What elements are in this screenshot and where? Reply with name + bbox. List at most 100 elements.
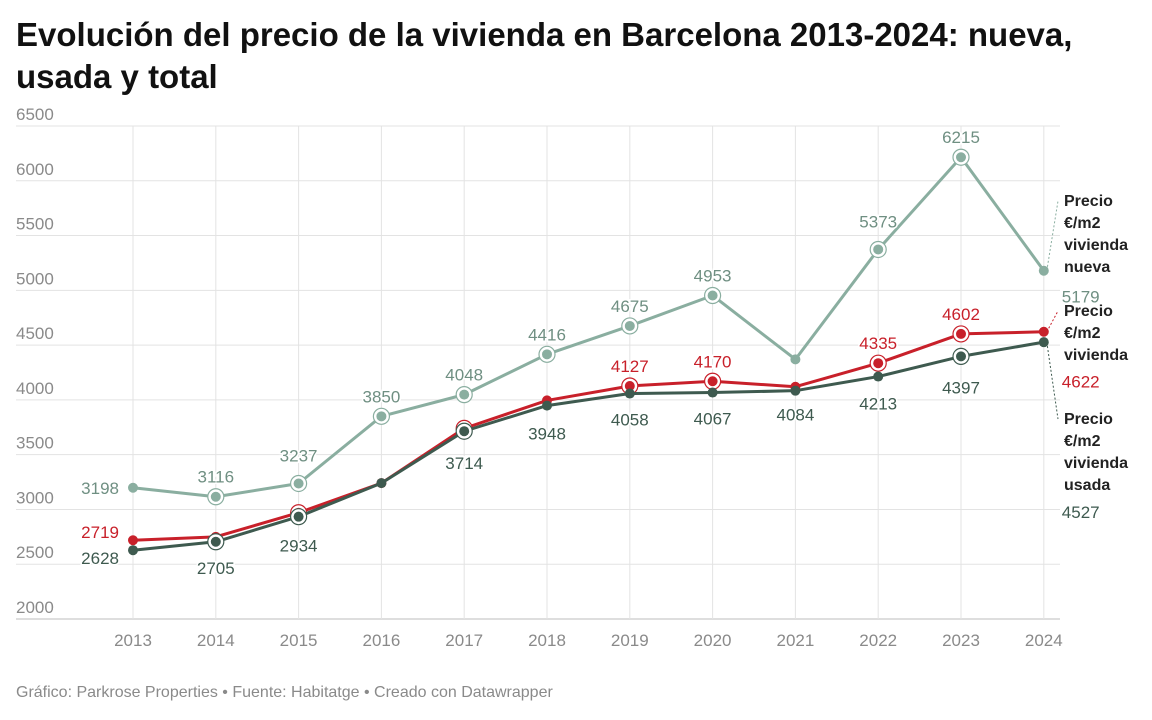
data-label: 3116 [198, 468, 235, 487]
y-tick-label: 6000 [16, 160, 54, 179]
x-tick-label: 2017 [445, 631, 483, 650]
data-point [707, 387, 718, 398]
series-label: nueva [1064, 259, 1110, 276]
data-point [956, 152, 966, 163]
x-tick-label: 2022 [859, 631, 897, 650]
data-label: 3714 [445, 454, 483, 473]
series-line [132, 330, 1044, 542]
series-label: Precio [1064, 193, 1113, 210]
series-label: €/m2 [1064, 433, 1101, 450]
data-label: 4067 [694, 410, 732, 429]
data-point [873, 358, 884, 369]
data-label: 2705 [197, 559, 235, 578]
data-label: 4335 [859, 334, 897, 353]
data-label: 4213 [859, 395, 897, 414]
data-point [376, 411, 387, 422]
data-label: 4416 [528, 325, 566, 344]
y-tick-label: 5000 [16, 269, 54, 288]
data-label: 3850 [362, 387, 400, 406]
data-point [542, 400, 552, 411]
label-connector [1046, 310, 1059, 332]
label-connector [1046, 342, 1059, 420]
data-label: 6215 [942, 128, 980, 147]
data-label: 4675 [611, 297, 649, 316]
data-point [1038, 265, 1049, 276]
data-point [293, 511, 304, 522]
x-tick-label: 2019 [611, 631, 649, 650]
x-tick-label: 2015 [280, 631, 318, 650]
x-tick-label: 2020 [694, 631, 732, 650]
series-label: vivienda [1064, 347, 1128, 364]
data-label: 5373 [859, 212, 897, 231]
data-label: 2719 [81, 523, 119, 542]
series-label: €/m2 [1064, 325, 1101, 342]
data-point [210, 536, 221, 547]
data-point [1038, 326, 1049, 337]
data-point [873, 244, 884, 255]
data-label: 4602 [942, 305, 980, 324]
data-point [210, 491, 221, 502]
x-tick-label: 2018 [528, 631, 566, 650]
data-point [624, 320, 635, 331]
y-tick-label: 6500 [16, 105, 54, 124]
y-tick-label: 3000 [16, 488, 54, 507]
x-tick-label: 2024 [1025, 631, 1063, 650]
data-label: 3237 [280, 446, 318, 465]
data-point [376, 478, 387, 489]
data-labels: 3198 3116 3237 3850 4048 4416 4675 4953 5373 6215… [80, 127, 1101, 580]
data-point [128, 482, 138, 493]
data-label: 4058 [611, 411, 649, 430]
data-point [790, 354, 801, 365]
data-label: 3948 [528, 425, 566, 444]
data-point [956, 351, 966, 362]
data-point [1038, 337, 1049, 348]
series-label: vivienda [1064, 237, 1128, 254]
x-tick-label: 2013 [114, 631, 152, 650]
y-axis: 2000 2500 3000 3500 4000 4500 5000 5500 6000 6500 [16, 105, 54, 617]
data-point [128, 535, 138, 546]
series-label: Precio [1064, 303, 1113, 320]
data-label: 4527 [1062, 503, 1100, 522]
data-label: 3198 [81, 479, 119, 498]
series-line [132, 155, 1046, 499]
data-label: 4953 [694, 266, 732, 285]
series-group [128, 148, 1049, 556]
x-axis: 2013 2014 2015 2016 2017 2018 2019 2020 2021 2022… [114, 631, 1063, 650]
data-label: 4048 [445, 366, 483, 385]
data-point [873, 371, 884, 382]
series-label: €/m2 [1064, 215, 1101, 232]
data-label: 4397 [942, 378, 980, 397]
x-tick-label: 2023 [942, 631, 980, 650]
series-line [132, 340, 1045, 552]
data-point [542, 349, 552, 360]
series-label: usada [1064, 477, 1110, 494]
data-point [707, 290, 718, 301]
data-label: 4084 [776, 406, 814, 425]
x-tick-label: 2014 [197, 631, 235, 650]
y-tick-label: 2000 [16, 598, 54, 617]
y-tick-label: 2500 [16, 543, 54, 562]
chart-title: Evolución del precio de la vivienda en B… [16, 16, 1073, 95]
series-labels: Precio €/m2 vivienda nueva Precio €/m2 viviend… [1046, 193, 1128, 494]
data-point [624, 388, 635, 399]
data-point [624, 380, 635, 391]
y-tick-label: 5500 [16, 215, 54, 234]
data-label: 4170 [694, 352, 732, 371]
data-point [707, 376, 718, 387]
data-label: 2934 [280, 537, 318, 556]
data-point [459, 426, 470, 437]
y-tick-label: 4500 [16, 324, 54, 343]
data-point [128, 545, 138, 556]
grid-lines [16, 125, 1060, 620]
chart-footer: Gráfico: Parkrose Properties • Fuente: H… [16, 684, 553, 701]
data-point [956, 328, 966, 339]
data-label: 2628 [81, 549, 119, 568]
series-label: Precio [1064, 411, 1113, 428]
data-point [459, 389, 470, 400]
y-tick-label: 3500 [16, 434, 54, 453]
data-point [293, 478, 304, 489]
x-tick-label: 2021 [776, 631, 814, 650]
data-label: 4127 [611, 357, 649, 376]
x-tick-label: 2016 [362, 631, 400, 650]
